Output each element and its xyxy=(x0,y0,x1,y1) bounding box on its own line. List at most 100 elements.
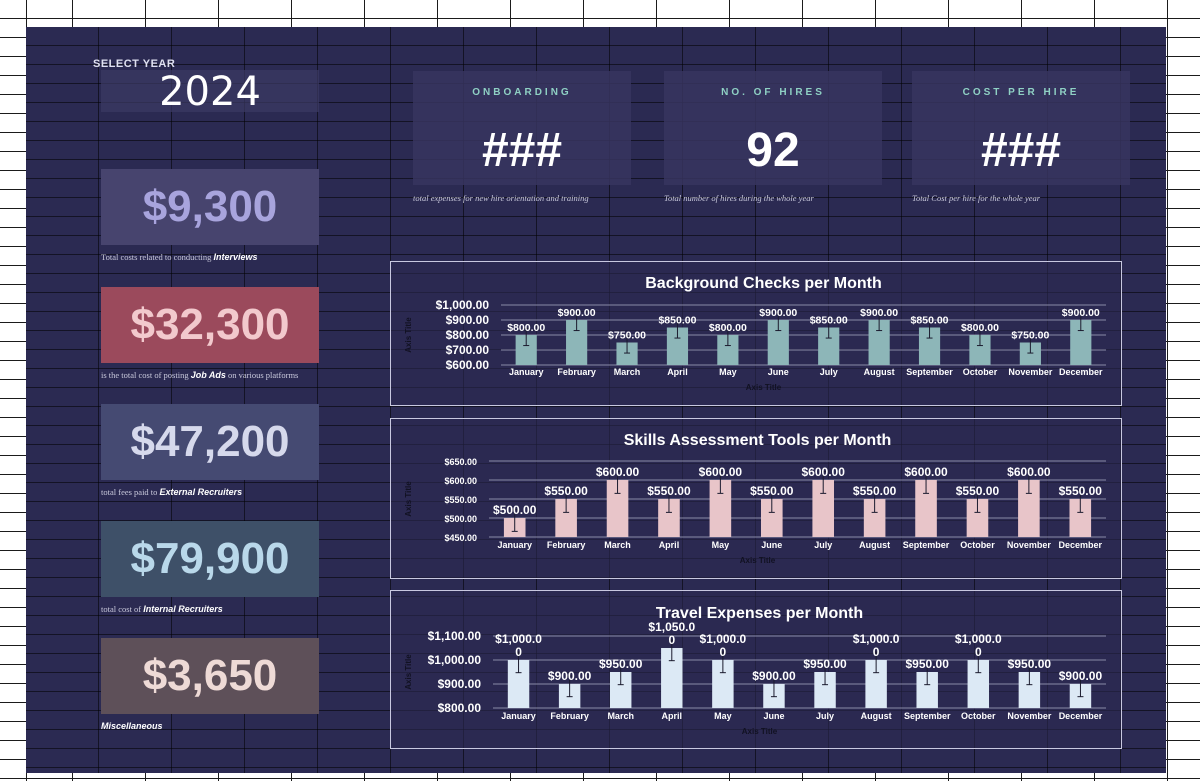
chart-title: Travel Expenses per Month xyxy=(656,605,863,622)
x-tick-label: January xyxy=(509,367,544,377)
cost-per-hire-value: ### xyxy=(980,124,1062,177)
job-ads-kpi-caption: is the total cost of posting Job Ads on … xyxy=(101,370,298,380)
bar[interactable] xyxy=(1019,342,1041,366)
x-tick-label: April xyxy=(662,711,683,721)
x-tick-label: September xyxy=(903,540,950,550)
bar[interactable] xyxy=(969,335,991,365)
x-tick-label: July xyxy=(816,711,834,721)
y-tick-label: $900.00 xyxy=(438,677,482,691)
bar[interactable] xyxy=(1070,320,1092,365)
onboarding-card: ONBOARDING ### xyxy=(413,71,631,185)
cost-per-hire-caption: Total Cost per hire for the whole year xyxy=(912,193,1041,203)
data-label: $850.00 xyxy=(810,315,848,327)
background-checks-chart[interactable]: Background Checks per Month $1,000.00 $900… xyxy=(390,261,1122,406)
miscellaneous-kpi-tile: $3,650 xyxy=(101,638,319,714)
x-tick-label: November xyxy=(1007,540,1052,550)
data-label: $500.00 xyxy=(493,503,537,517)
hires-title: NO. OF HIRES xyxy=(721,87,825,98)
job-ads-kpi-value: $32,300 xyxy=(130,300,290,349)
data-label: 0 xyxy=(873,645,880,659)
bar[interactable] xyxy=(515,335,537,365)
x-tick-label: December xyxy=(1059,711,1103,721)
y-tick-label: $800.00 xyxy=(438,701,482,715)
bar[interactable] xyxy=(717,335,739,365)
bar[interactable] xyxy=(507,660,530,708)
y-tick-label: $1,000.00 xyxy=(436,298,490,312)
x-tick-label: November xyxy=(1008,367,1053,377)
x-tick-label: September xyxy=(904,711,951,721)
travel-expenses-svg: Travel Expenses per Month $1,100.00 $1,000… xyxy=(404,605,1106,736)
bar[interactable] xyxy=(966,499,989,537)
data-label: $550.00 xyxy=(853,484,897,498)
bar[interactable] xyxy=(814,672,836,708)
y-tick-label: $700.00 xyxy=(446,343,490,357)
bar[interactable] xyxy=(818,327,840,366)
data-label: $550.00 xyxy=(1059,484,1103,498)
year-value[interactable]: 2024 xyxy=(159,69,261,115)
bar[interactable] xyxy=(709,480,732,537)
data-label: $1,000.0 xyxy=(853,632,900,646)
data-label: $600.00 xyxy=(596,465,640,479)
caption-emphasis: External Recruiters xyxy=(159,487,243,497)
data-label: $900.00 xyxy=(752,669,796,683)
x-tick-label: January xyxy=(501,711,536,721)
bar[interactable] xyxy=(1018,480,1040,537)
bar[interactable] xyxy=(658,499,680,537)
x-tick-label: September xyxy=(906,367,953,377)
bar[interactable] xyxy=(916,672,938,708)
x-axis-title: Axis Title xyxy=(746,383,782,392)
y-tick-label: $800.00 xyxy=(446,328,490,342)
data-label: $900.00 xyxy=(759,307,797,319)
data-label: $950.00 xyxy=(803,657,847,671)
y-axis-title: Axis Title xyxy=(404,654,413,690)
data-label: 0 xyxy=(668,633,675,647)
internal-recruiters-kpi-value: $79,900 xyxy=(130,534,290,583)
bar[interactable] xyxy=(606,480,629,537)
data-label: $600.00 xyxy=(904,465,948,479)
bar[interactable] xyxy=(915,480,937,537)
bar[interactable] xyxy=(712,660,734,708)
y-tick-label: $550.00 xyxy=(444,495,477,505)
internal-recruiters-kpi-tile: $79,900 xyxy=(101,521,319,597)
bar[interactable] xyxy=(918,327,941,366)
x-tick-label: May xyxy=(719,367,737,377)
bar[interactable] xyxy=(566,320,588,365)
bar[interactable] xyxy=(616,342,638,366)
external-recruiters-kpi-value: $47,200 xyxy=(130,417,290,466)
x-tick-label: June xyxy=(763,711,784,721)
onboarding-title: ONBOARDING xyxy=(472,87,572,98)
bar[interactable] xyxy=(666,327,689,366)
hires-value: 92 xyxy=(746,124,800,177)
bar[interactable] xyxy=(555,499,577,537)
bar[interactable] xyxy=(863,499,886,537)
x-tick-label: June xyxy=(768,367,789,377)
caption-text: on various platforms xyxy=(225,370,299,380)
skills-assessment-chart[interactable]: Skills Assessment Tools per Month $650.00… xyxy=(390,418,1122,579)
bar[interactable] xyxy=(812,480,835,537)
bar[interactable] xyxy=(967,660,990,708)
background-checks-svg: Background Checks per Month$1,000.00$900… xyxy=(404,275,1106,392)
bar[interactable] xyxy=(865,660,887,708)
bar[interactable] xyxy=(609,672,632,708)
data-label: 0 xyxy=(515,645,522,659)
bar[interactable] xyxy=(868,320,890,365)
bar[interactable] xyxy=(1018,672,1041,708)
year-selector[interactable]: 2024 xyxy=(101,69,319,115)
x-tick-label: June xyxy=(761,540,782,550)
internal-recruiters-kpi-caption: total cost of Internal Recruiters xyxy=(101,604,223,614)
data-label: $900.00 xyxy=(548,669,592,683)
bar[interactable] xyxy=(767,320,789,365)
bar[interactable] xyxy=(661,648,683,708)
interviews-kpi-value: $9,300 xyxy=(142,182,278,231)
caption-text: Total costs related to conducting xyxy=(101,252,214,262)
data-label: $900.00 xyxy=(1059,669,1103,683)
cost-per-hire-title: COST PER HIRE xyxy=(962,87,1080,98)
x-tick-label: August xyxy=(859,540,890,550)
caption-text: total fees paid to xyxy=(101,487,160,497)
y-tick-label: $1,100.00 xyxy=(428,629,482,643)
x-tick-label: April xyxy=(659,540,680,550)
bar[interactable] xyxy=(1069,499,1092,537)
x-tick-label: March xyxy=(604,540,631,550)
travel-expenses-chart[interactable]: Travel Expenses per Month $1,100.00 $1,000… xyxy=(390,590,1122,749)
bar[interactable] xyxy=(760,499,783,537)
